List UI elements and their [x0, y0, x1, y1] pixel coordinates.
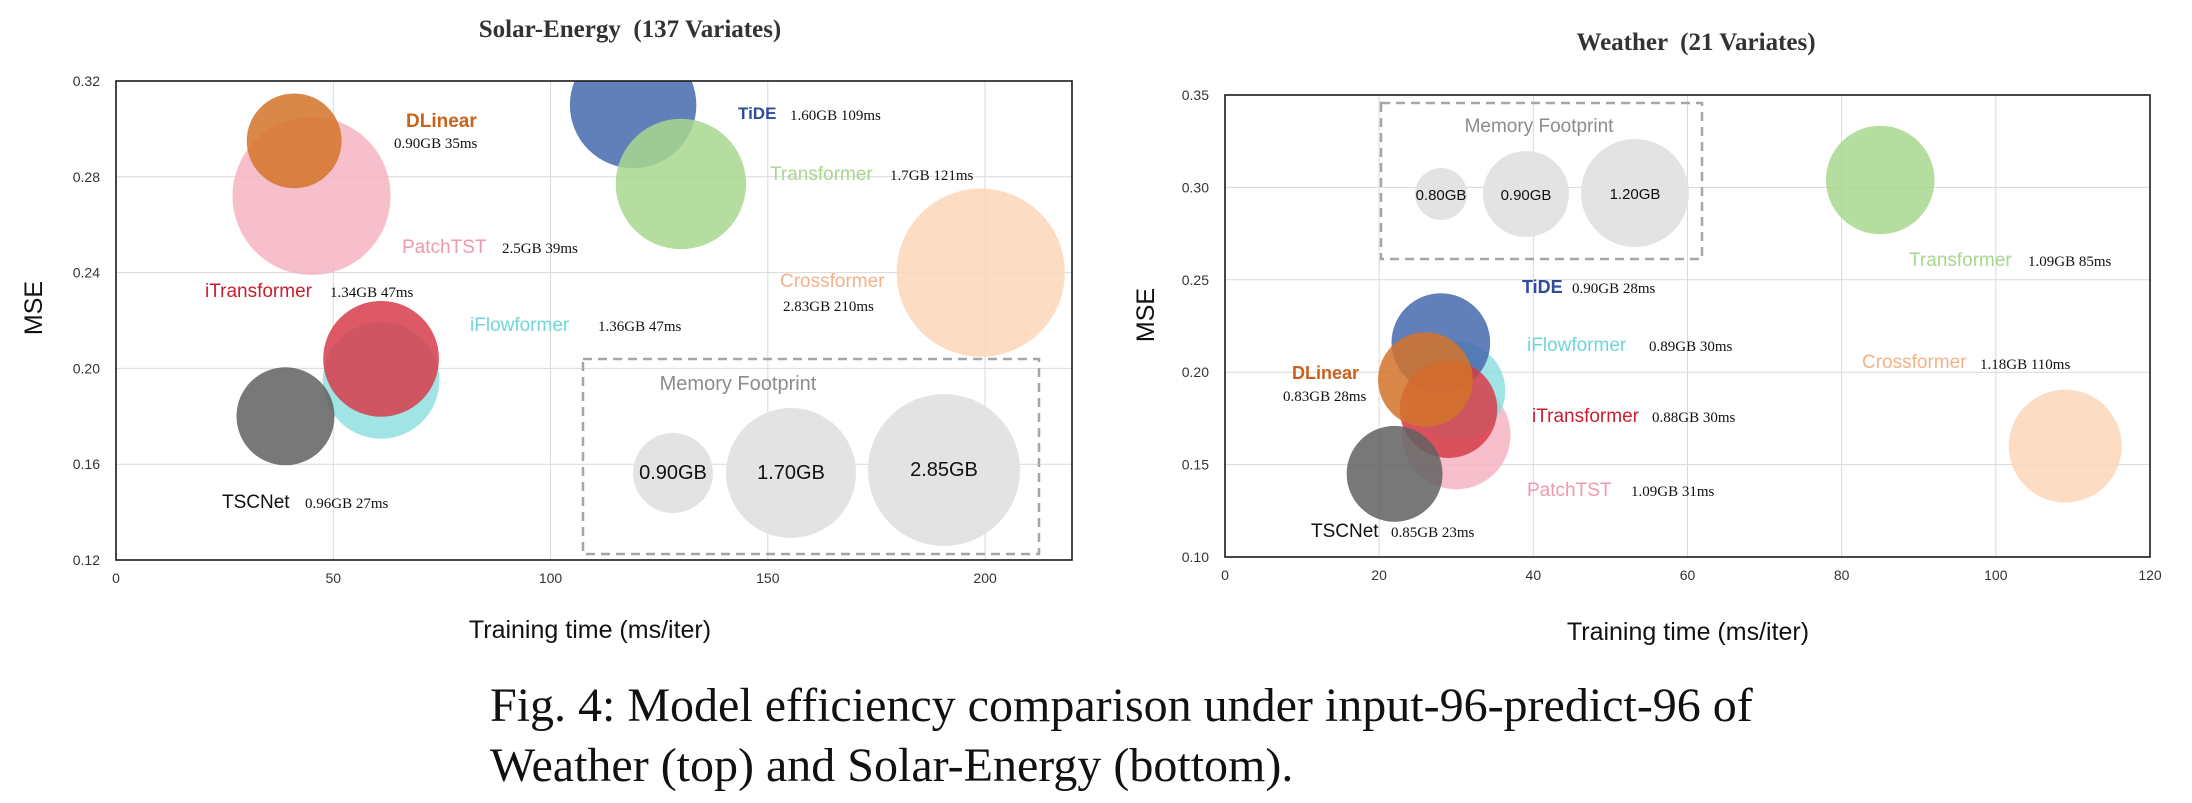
y-tick-label: 0.35	[1182, 87, 1209, 103]
bubble-itransformer	[323, 300, 439, 417]
y-tick-label: 0.16	[73, 456, 100, 472]
memory-legend-bubble	[1581, 139, 1689, 247]
x-tick-label: 0	[1221, 567, 1229, 583]
memory-legend-bubble	[868, 394, 1020, 546]
model-label-tscnet: TSCNet	[222, 492, 290, 513]
memory-legend-box	[1379, 101, 1704, 261]
y-axis-label: MSE	[1132, 288, 1160, 342]
model-label-patchtst: PatchTST	[1527, 480, 1612, 501]
bubble-layer	[1346, 125, 2122, 522]
chart-panel-2: 0 20 40 60 80 100 120 0.10 0.15 0.20 0.25 0.30 0.35 W…	[1132, 29, 2162, 646]
memory-legend-bubble	[726, 408, 856, 538]
plot-frame	[1224, 94, 2151, 558]
model-stats-dlinear: 0.83GB 28ms	[1283, 389, 1367, 405]
x-tick-label: 100	[539, 570, 563, 586]
memory-legend-title: Memory Footprint	[1465, 116, 1615, 137]
model-stats-itransformer: 0.88GB 30ms	[1652, 410, 1736, 426]
memory-legend-bubble	[1483, 151, 1569, 237]
model-stats-tide: 1.60GB 109ms	[790, 108, 881, 124]
bubble-crossformer	[896, 188, 1065, 357]
memory-legend-label: 0.90GB	[639, 462, 707, 484]
x-tick-label: 0	[112, 570, 120, 586]
plot-frame	[115, 80, 1073, 561]
model-label-transformer: Transformer	[770, 164, 873, 185]
model-stats-patchtst: 1.09GB 31ms	[1631, 484, 1715, 500]
model-stats-crossformer: 2.83GB 210ms	[783, 299, 874, 315]
bubble-crossformer	[2008, 389, 2122, 503]
model-label-tide: TiDE	[738, 104, 776, 123]
chart-title: Solar-Energy (137 Variates)	[479, 16, 782, 43]
model-stats-transformer: 1.7GB 121ms	[890, 168, 974, 184]
model-stats-iflowformer: 1.36GB 47ms	[598, 319, 682, 335]
y-tick-label: 0.28	[73, 169, 100, 185]
x-tick-label: 40	[1526, 567, 1542, 583]
y-tick-label: 0.20	[1182, 364, 1209, 380]
memory-legend-box	[581, 357, 1041, 556]
model-label-dlinear: DLinear	[406, 111, 477, 132]
x-tick-label: 60	[1680, 567, 1696, 583]
bubble-tscnet	[1346, 425, 1443, 522]
model-stats-tscnet: 0.85GB 23ms	[1391, 525, 1475, 541]
model-label-patchtst: PatchTST	[402, 237, 487, 258]
model-label-tide: TiDE	[1522, 277, 1563, 297]
memory-legend-label: 1.20GB	[1610, 186, 1661, 203]
memory-legend-title: Memory Footprint	[660, 373, 817, 395]
y-tick-label: 0.32	[73, 73, 100, 89]
x-tick-label: 150	[756, 570, 780, 586]
bubble-transformer	[1825, 125, 1935, 235]
model-label-itransformer: iTransformer	[205, 281, 313, 302]
x-tick-label: 200	[973, 570, 997, 586]
bubble-dlinear	[246, 93, 342, 189]
figure-caption: Fig. 4: Model efficiency comparison unde…	[490, 679, 1753, 792]
memory-legend-label: 0.80GB	[1416, 187, 1467, 204]
x-tick-label: 120	[2138, 567, 2162, 583]
model-stats-dlinear: 0.90GB 35ms	[394, 136, 478, 152]
model-label-crossformer: Crossformer	[1862, 352, 1967, 373]
chart-title: Weather (21 Variates)	[1576, 29, 1815, 56]
y-tick-label: 0.10	[1182, 549, 1209, 565]
model-stats-transformer: 1.09GB 85ms	[2028, 254, 2112, 270]
memory-legend-bubble	[1415, 168, 1467, 220]
model-label-dlinear: DLinear	[1292, 363, 1359, 383]
bubble-transformer	[615, 118, 747, 250]
model-label-iflowformer: iFlowformer	[470, 315, 570, 336]
y-tick-label: 0.24	[73, 265, 100, 281]
y-tick-label: 0.15	[1182, 457, 1209, 473]
model-stats-tscnet: 0.96GB 27ms	[305, 496, 389, 512]
model-stats-patchtst: 2.5GB 39ms	[502, 241, 578, 257]
bubble-layer	[232, 81, 1065, 466]
model-label-transformer: Transformer	[1909, 250, 2012, 271]
model-stats-itransformer: 1.34GB 47ms	[330, 285, 414, 301]
model-label-itransformer: iTransformer	[1532, 406, 1640, 427]
model-stats-tide: 0.90GB 28ms	[1572, 281, 1656, 297]
memory-legend-bubble	[633, 433, 713, 513]
x-tick-label: 20	[1371, 567, 1387, 583]
bubble-dlinear	[1378, 332, 1473, 427]
x-tick-label: 80	[1834, 567, 1850, 583]
model-label-iflowformer: iFlowformer	[1527, 335, 1627, 356]
model-label-crossformer: Crossformer	[780, 271, 885, 292]
model-stats-crossformer: 1.18GB 110ms	[1980, 357, 2070, 373]
x-tick-label: 50	[325, 570, 341, 586]
memory-legend-label: 1.70GB	[757, 462, 825, 484]
memory-legend-label: 0.90GB	[1501, 187, 1552, 204]
y-tick-label: 0.12	[73, 552, 100, 568]
memory-legend-label: 2.85GB	[910, 459, 978, 481]
y-tick-label: 0.30	[1182, 179, 1209, 195]
model-stats-iflowformer: 0.89GB 30ms	[1649, 339, 1733, 355]
x-axis-label: Training time (ms/iter)	[1567, 618, 1809, 646]
bubble-tscnet	[236, 367, 335, 466]
model-label-tscnet: TSCNet	[1311, 521, 1379, 542]
y-tick-label: 0.20	[73, 360, 100, 376]
y-tick-label: 0.25	[1182, 272, 1209, 288]
x-tick-label: 100	[1984, 567, 2008, 583]
y-axis-label: MSE	[20, 281, 48, 335]
chart-panel-1: 0 50 100 150 200 0.12 0.16 0.20 0.24 0.28 0.32 Sola…	[20, 16, 1073, 644]
x-axis-label: Training time (ms/iter)	[469, 616, 711, 644]
